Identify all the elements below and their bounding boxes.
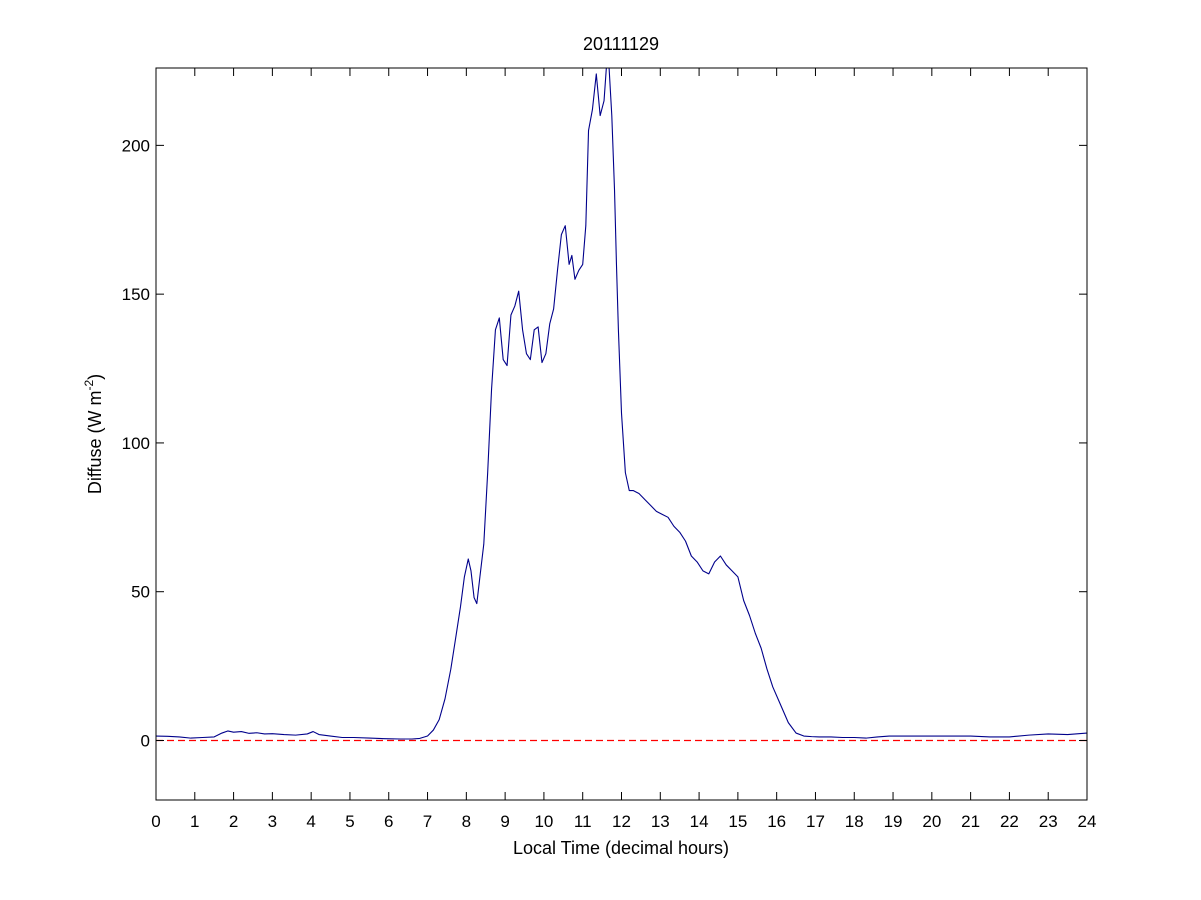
x-tick-label: 7	[423, 812, 432, 831]
x-tick-label: 21	[961, 812, 980, 831]
axis-ticks: 0 1 2 3 4 5 6 7 8 9 10 11 12 13 14 15 16 17 18 19 20 21 22 23 24…	[122, 68, 1097, 831]
x-tick-label: 14	[690, 812, 709, 831]
x-tick-label: 3	[268, 812, 277, 831]
y-tick-label: 50	[131, 583, 150, 602]
x-tick-label: 19	[884, 812, 903, 831]
x-tick-label: 17	[806, 812, 825, 831]
x-tick-label: 1	[190, 812, 199, 831]
y-axis-label-main: Diffuse (W m	[85, 390, 105, 494]
y-tick-label: 150	[122, 285, 150, 304]
chart-title: 20111129	[583, 34, 659, 54]
x-tick-label: 22	[1000, 812, 1019, 831]
x-tick-label: 8	[462, 812, 471, 831]
x-tick-label: 4	[306, 812, 315, 831]
x-tick-label: 6	[384, 812, 393, 831]
x-tick-label: 23	[1039, 812, 1058, 831]
x-tick-label: 20	[922, 812, 941, 831]
x-tick-label: 12	[612, 812, 631, 831]
x-tick-label: 10	[534, 812, 553, 831]
x-axis-label: Local Time (decimal hours)	[513, 838, 729, 858]
plot-area	[156, 68, 1087, 742]
x-tick-label: 15	[728, 812, 747, 831]
x-tick-label: 18	[845, 812, 864, 831]
x-tick-label: 13	[651, 812, 670, 831]
y-tick-label: 200	[122, 136, 150, 155]
series-line-1	[156, 68, 1087, 740]
x-tick-label: 5	[345, 812, 354, 831]
x-tick-label: 24	[1078, 812, 1097, 831]
x-tick-label: 16	[767, 812, 786, 831]
y-axis-label-superscript: -2	[82, 379, 96, 390]
y-axis-label: Diffuse (W m-2)	[82, 374, 105, 494]
x-tick-label: 11	[574, 812, 592, 831]
y-tick-label: 100	[122, 434, 150, 453]
y-axis-label-close: )	[85, 374, 105, 380]
y-tick-label: 0	[141, 731, 150, 750]
x-tick-label: 2	[229, 812, 238, 831]
x-tick-label: 0	[151, 812, 160, 831]
x-tick-label: 9	[500, 812, 509, 831]
